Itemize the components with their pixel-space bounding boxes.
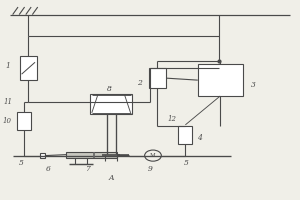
Text: 6: 6 [46,165,51,173]
Bar [198,64,243,96]
Bar [90,94,132,114]
Bar [20,56,37,80]
Bar [178,126,192,144]
Text: 3: 3 [250,81,256,89]
Bar [66,152,117,158]
Text: 4: 4 [197,134,202,142]
Text: 1: 1 [6,62,10,70]
Bar [40,153,45,158]
Text: 12: 12 [168,115,177,123]
Bar [148,68,166,88]
Text: 5: 5 [19,159,23,167]
Text: 2: 2 [137,79,142,87]
Text: 9: 9 [148,165,152,173]
Text: 11: 11 [4,98,13,106]
Text: A: A [108,174,114,182]
Text: 10: 10 [2,117,11,125]
Text: M: M [150,153,156,158]
Text: 8: 8 [107,85,112,93]
Bar [17,112,31,130]
Text: 5: 5 [183,159,188,167]
Text: 7: 7 [85,165,90,173]
